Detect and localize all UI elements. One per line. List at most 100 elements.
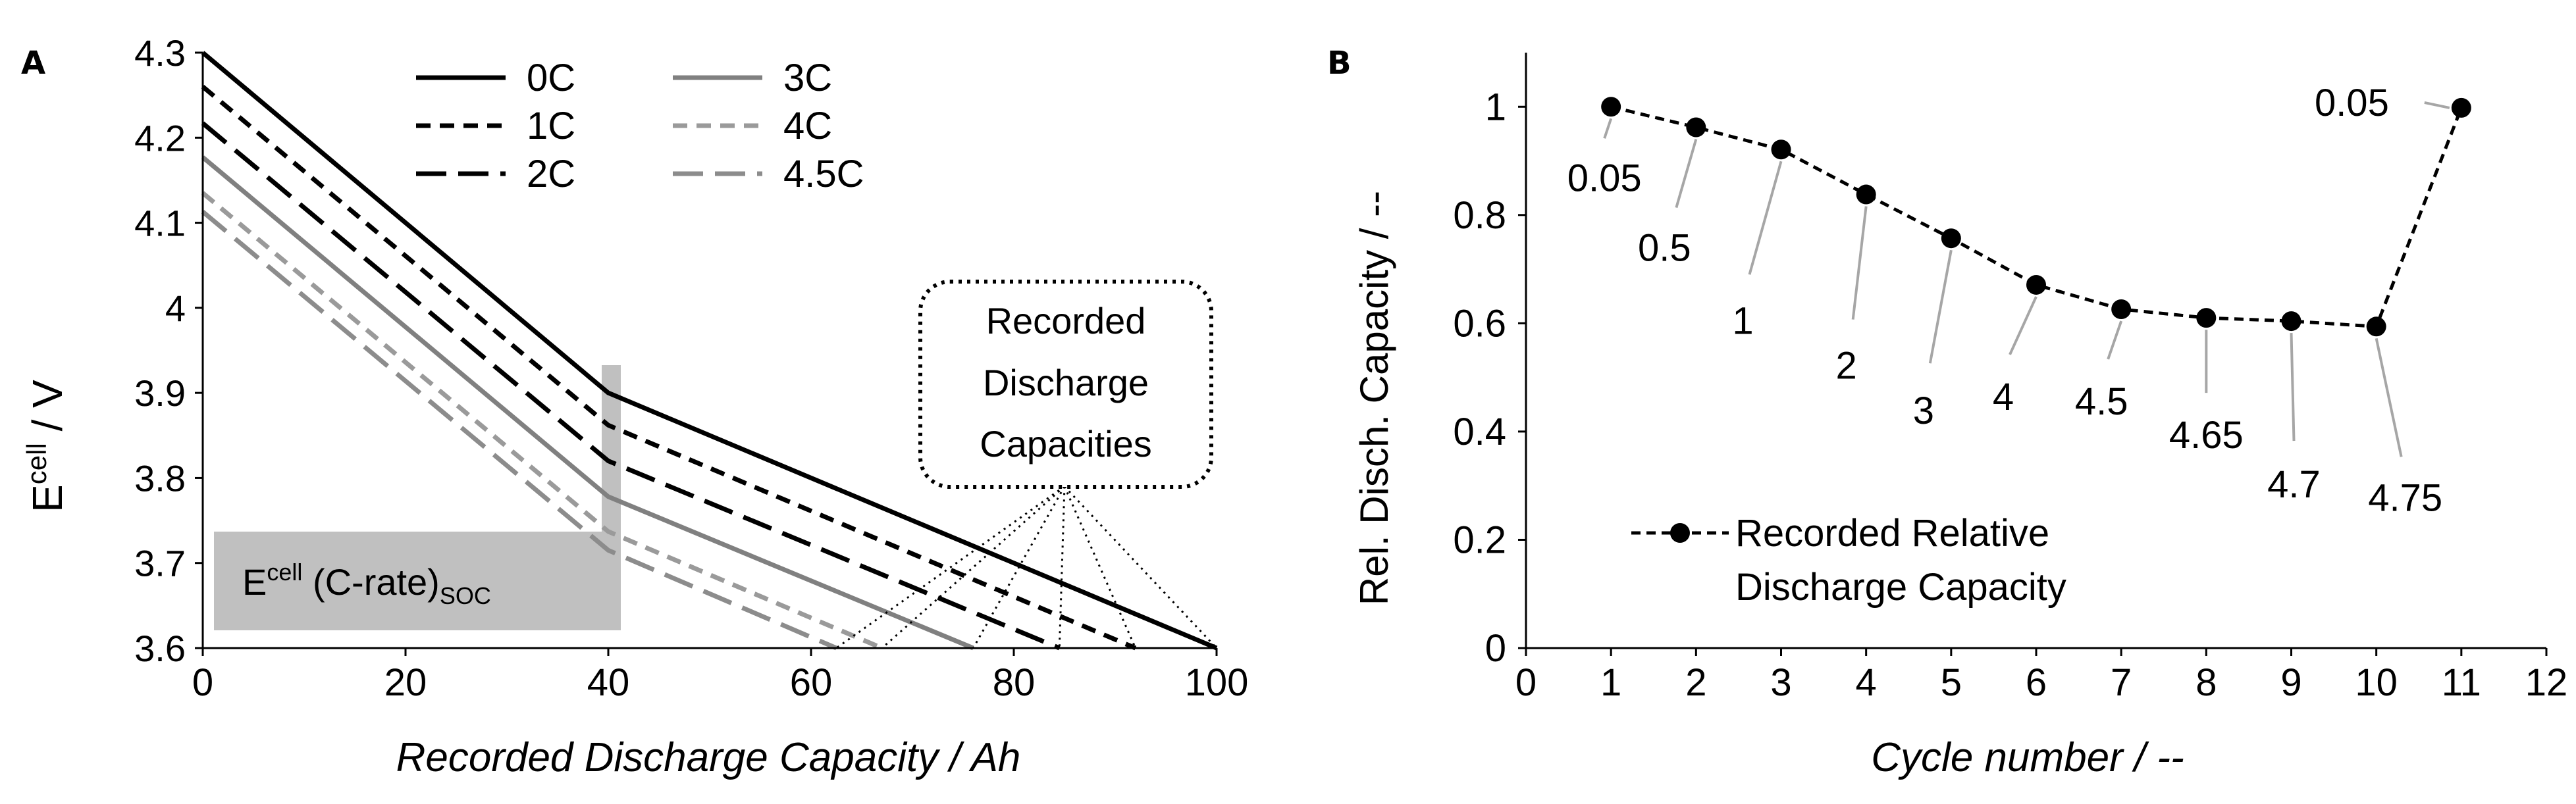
label-leader: [1748, 161, 1783, 275]
label-leader: [1851, 206, 1868, 320]
y-axis-label: Rel. Disch. Capacity / --: [1352, 191, 1396, 605]
label-leader: [1603, 118, 1613, 139]
x-tick-label: 7: [2111, 661, 2132, 704]
x-tick-label: 1: [1600, 661, 1621, 704]
curve-3C: [201, 155, 974, 651]
point-label: 1: [1732, 299, 1753, 342]
data-point: [2196, 308, 2217, 328]
label-leader: [2009, 296, 2037, 355]
legend-label: 2C: [527, 153, 575, 195]
x-tick-label: 0: [192, 661, 213, 704]
y-axis-label: Ecell / V: [21, 380, 71, 513]
label-leader: [1675, 138, 1698, 209]
x-tick-label: 40: [587, 661, 630, 704]
point-label: 4.7: [2267, 463, 2321, 506]
callout-box: [918, 280, 1213, 489]
point-label: 4.65: [2169, 414, 2244, 457]
x-tick-label: 2: [1685, 661, 1706, 704]
legend-text-line-1: Recorded Relative: [1735, 512, 2049, 555]
panel-b: B 00.20.40.60.810 1 2 3 4 5 6 7 8 9 10 11 12 0.050.5…: [1327, 45, 2567, 780]
x-tick-label: 100: [1185, 661, 1249, 704]
y-tick-label: 1: [1485, 86, 1506, 128]
x-tick-label: 3: [1770, 661, 1791, 704]
legend-label: 4.5C: [783, 153, 864, 195]
axes: 3.6 3.7 3.8 3.9 4 4.1 4.2 4.3 0 20 40 60 80 100: [134, 32, 1248, 704]
label-leader-lines: [1603, 101, 2450, 457]
y-tick-label: 4: [165, 288, 186, 329]
callout-line: [1063, 486, 1218, 649]
y-tick-label: 0.6: [1453, 302, 1506, 345]
y-tick-label: 3.9: [134, 372, 186, 414]
legend: 0C 1C 2C 3C 4C 4.5C: [416, 57, 864, 195]
data-point: [2451, 97, 2471, 118]
curve-0C: [201, 51, 1218, 651]
y-tick-label: 3.6: [134, 628, 186, 669]
point-label: 4.75: [2368, 476, 2442, 519]
callout-line: [972, 486, 1066, 649]
panel-a-letter: A: [21, 45, 45, 82]
panel-b-letter: B: [1327, 45, 1352, 82]
callout-line-3: Capacities: [980, 423, 1151, 465]
data-point: [2366, 316, 2386, 337]
x-tick-label: 60: [790, 661, 833, 704]
callout-line-2: Discharge: [983, 362, 1149, 403]
x-tick-label: 20: [384, 661, 427, 704]
y-tick-label: 3.8: [134, 457, 186, 499]
callout-line: [835, 486, 1065, 649]
panel-a: A Ecell (C-rate)SOC Recorded Discharge C…: [21, 32, 1248, 780]
x-tick-label: 11: [2442, 661, 2481, 704]
curve-2C: [201, 121, 1061, 651]
point-label: 3: [1913, 389, 1934, 432]
data-point: [1771, 139, 1791, 160]
point-label: 2: [1836, 345, 1857, 388]
soc-box: [214, 532, 621, 630]
legend-label: 0C: [527, 57, 575, 99]
label-leader: [2290, 333, 2296, 441]
data-point: [2111, 299, 2132, 319]
legend-label: 3C: [783, 57, 832, 99]
data-point: [1601, 97, 1621, 117]
x-tick-label: 12: [2525, 661, 2568, 704]
x-tick-label: 10: [2355, 661, 2398, 704]
point-labels: 0.05 0.5 1 2 3 4 4.5 4.65 4.7 4.75 0.05: [1567, 82, 2442, 519]
point-label: 0.5: [1638, 227, 1691, 270]
label-leader: [2424, 101, 2450, 109]
data-point: [2026, 274, 2046, 295]
callout-line-1: Recorded: [986, 300, 1146, 341]
y-tick-label: 4.3: [134, 32, 186, 74]
soc-box-label: Ecell (C-rate)SOC: [242, 559, 491, 609]
x-tick-label: 80: [993, 661, 1036, 704]
legend-marker: [1670, 523, 1690, 543]
x-tick-label: 4: [1856, 661, 1877, 704]
y-tick-label: 0.8: [1453, 194, 1506, 237]
x-tick-label: 8: [2195, 661, 2217, 704]
data-point: [1941, 228, 1961, 249]
point-label: 0.05: [2315, 82, 2389, 124]
callout-dotted-lines: [835, 486, 1218, 649]
point-label: 4.5: [2075, 380, 2128, 423]
x-tick-label: 9: [2280, 661, 2301, 704]
y-tick-label: 4.1: [134, 203, 186, 244]
label-leader: [2375, 338, 2403, 457]
y-tick-label: 3.7: [134, 543, 186, 584]
curve-4-5C: [201, 210, 837, 651]
discharge-curves: [201, 51, 1218, 651]
label-leader: [1928, 249, 1953, 364]
legend-text-line-2: Discharge Capacity: [1735, 566, 2066, 609]
legend-label: 1C: [527, 105, 575, 147]
data-point: [2281, 311, 2301, 332]
legend-label: 4C: [783, 105, 832, 147]
curve-4C: [201, 191, 883, 651]
x-tick-label: 5: [1941, 661, 1962, 704]
x-axis-label: Recorded Discharge Capacity / Ah: [396, 735, 1021, 780]
data-point: [1686, 117, 1706, 138]
x-axis-label: Cycle number / --: [1871, 735, 2184, 780]
x-tick-label: 0: [1515, 661, 1537, 704]
callout-line: [1058, 486, 1066, 649]
callout-line: [881, 486, 1065, 649]
label-leader: [2107, 320, 2123, 360]
axes: 00.20.40.60.810 1 2 3 4 5 6 7 8 9 10 11 12: [1453, 53, 2567, 704]
x-tick-label: 6: [2026, 661, 2047, 704]
y-tick-label: 0: [1485, 627, 1506, 670]
